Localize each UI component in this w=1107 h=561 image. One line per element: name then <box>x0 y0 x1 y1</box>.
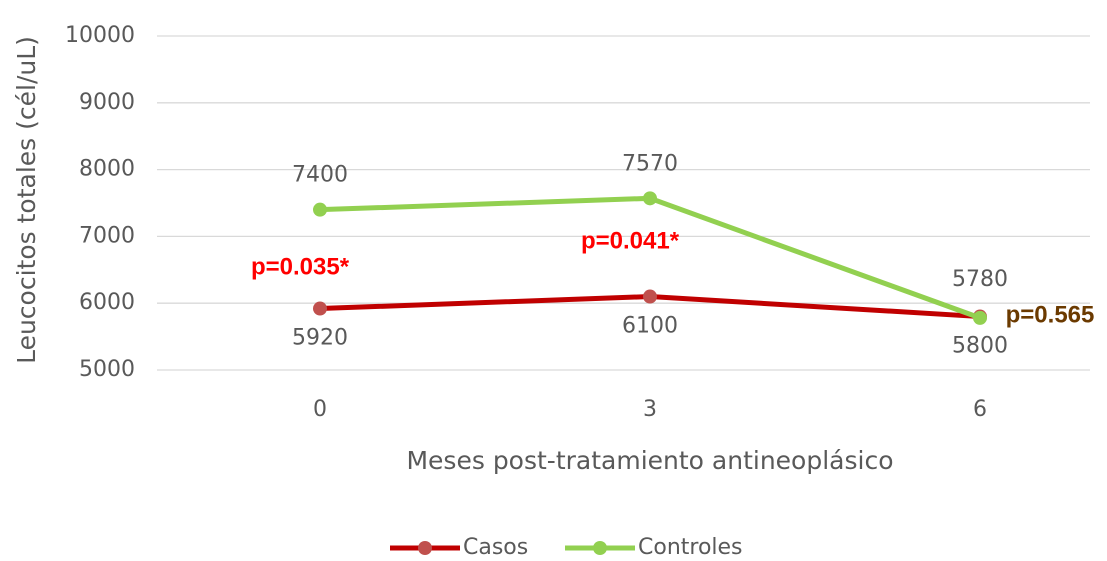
data-label: 7570 <box>622 151 678 176</box>
y-axis-title: Leucocitos totales (cél/uL) <box>12 36 41 364</box>
y-tick-label: 8000 <box>79 157 135 182</box>
y-tick-label: 10000 <box>65 23 135 48</box>
legend-marker <box>593 541 607 555</box>
data-label: 5800 <box>952 334 1008 359</box>
y-tick-label: 7000 <box>79 223 135 248</box>
annotation: p=0.041* <box>581 227 680 254</box>
x-tick-label: 3 <box>643 397 657 422</box>
x-tick-label: 6 <box>973 397 987 422</box>
data-label: 7400 <box>292 163 348 188</box>
marker <box>313 301 327 316</box>
x-tick-label: 0 <box>313 397 327 422</box>
y-tick-label: 9000 <box>79 90 135 115</box>
data-label: 5780 <box>952 267 1008 292</box>
y-tick-label: 6000 <box>79 290 135 315</box>
x-axis-title: Meses post-tratamiento antineoplásico <box>406 446 893 475</box>
marker <box>643 289 657 304</box>
data-label: 5920 <box>292 326 348 351</box>
marker <box>313 202 327 217</box>
data-label: 6100 <box>622 314 678 339</box>
legend-label: Controles <box>638 535 743 560</box>
marker <box>973 310 987 325</box>
legend-label: Casos <box>463 535 528 560</box>
annotation: p=0.565 <box>1006 301 1095 328</box>
legend-marker <box>418 541 432 555</box>
y-tick-label: 5000 <box>79 357 135 382</box>
annotation: p=0.035* <box>251 253 350 280</box>
marker <box>643 191 657 206</box>
